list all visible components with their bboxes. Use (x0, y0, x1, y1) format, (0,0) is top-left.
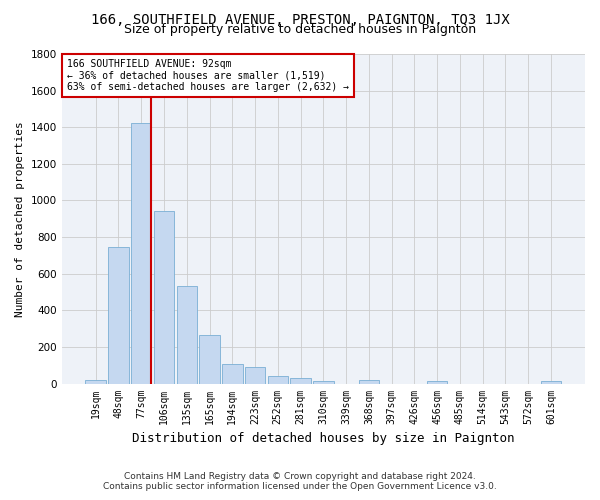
Text: Contains HM Land Registry data © Crown copyright and database right 2024.
Contai: Contains HM Land Registry data © Crown c… (103, 472, 497, 491)
Bar (85, 380, 106, 384)
X-axis label: Distribution of detached houses by size in Paignton: Distribution of detached houses by size … (132, 432, 515, 445)
Bar (268, 376, 288, 384)
Bar (222, 364, 242, 384)
Bar (359, 380, 379, 384)
Bar (313, 381, 334, 384)
Text: Size of property relative to detached houses in Paignton: Size of property relative to detached ho… (124, 24, 476, 36)
Bar (154, 212, 174, 384)
Bar (541, 381, 561, 384)
Text: 166 SOUTHFIELD AVENUE: 92sqm
← 36% of detached houses are smaller (1,519)
63% of: 166 SOUTHFIELD AVENUE: 92sqm ← 36% of de… (67, 59, 349, 92)
Bar (108, 247, 129, 384)
Bar (427, 381, 448, 384)
Bar (290, 378, 311, 384)
Bar (245, 366, 265, 384)
Bar (176, 286, 197, 384)
Y-axis label: Number of detached properties: Number of detached properties (15, 121, 25, 316)
Text: 166, SOUTHFIELD AVENUE, PRESTON, PAIGNTON, TQ3 1JX: 166, SOUTHFIELD AVENUE, PRESTON, PAIGNTO… (91, 12, 509, 26)
Bar (199, 335, 220, 384)
Bar (131, 122, 151, 384)
